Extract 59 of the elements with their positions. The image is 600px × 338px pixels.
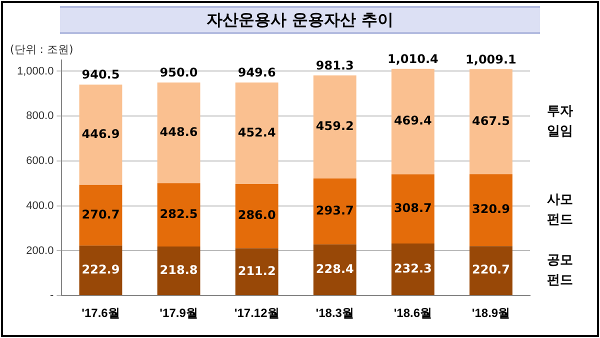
bar (470, 174, 512, 246)
bar (79, 184, 122, 246)
data-label: 308.7 (394, 200, 432, 215)
text: 투자 일임 (547, 104, 573, 139)
x-tick-label: '18.9월 (472, 306, 510, 320)
bar (391, 174, 434, 244)
total-label: 950.0 (160, 66, 198, 80)
bar (391, 243, 434, 296)
bar (157, 82, 200, 184)
total-label: 981.3 (316, 58, 354, 73)
data-label: 270.7 (82, 207, 120, 222)
data-label: 452.4 (238, 125, 276, 140)
total-label: 949.6 (238, 66, 276, 80)
text: 공모 펀드 (547, 252, 573, 288)
bar (235, 82, 278, 184)
bar (313, 178, 356, 244)
x-tick-label: '17.6월 (82, 306, 120, 320)
bar (470, 69, 512, 174)
chart-title: 자산운용사 운용자산 추이 (60, 6, 540, 34)
y-tick-label: 800.0 (26, 110, 54, 122)
data-label: 218.8 (160, 262, 198, 277)
x-tick-label: '18.6월 (394, 306, 432, 320)
x-tick-label: '18.3월 (316, 306, 354, 320)
y-tick-label: 400.0 (26, 200, 54, 212)
text: (단위 : 조원) (10, 42, 74, 57)
bar (313, 244, 356, 296)
bar (157, 183, 200, 247)
y-tick-label: - (50, 290, 54, 302)
data-label: 286.0 (238, 208, 276, 222)
x-tick-label: '17.12월 (234, 306, 280, 320)
data-label: 220.7 (472, 262, 510, 277)
bar (391, 68, 434, 174)
y-tick-label: 200.0 (26, 244, 54, 257)
data-label: 448.6 (160, 124, 198, 139)
x-tick-label: '17.9월 (160, 306, 198, 320)
text: 사모 펀드 (547, 192, 573, 228)
total-label: 940.5 (82, 68, 120, 82)
y-tick-label: 1,000.0 (17, 65, 54, 78)
bar (157, 246, 200, 296)
data-label: 232.3 (394, 261, 432, 276)
bar (470, 246, 512, 296)
bar (235, 248, 278, 296)
data-label: 293.7 (316, 204, 354, 218)
data-label: 459.2 (316, 119, 354, 134)
bar (79, 84, 122, 185)
data-label: 211.2 (238, 264, 276, 278)
bar (235, 184, 278, 248)
data-label: 282.5 (160, 206, 198, 221)
data-label: 222.9 (82, 262, 120, 276)
total-label: 1,009.1 (466, 52, 516, 66)
bar (79, 246, 122, 296)
data-label: 320.9 (472, 202, 510, 216)
data-label: 446.9 (82, 126, 120, 141)
data-label: 228.4 (316, 262, 354, 276)
total-label: 1,010.4 (387, 52, 438, 66)
data-label: 467.5 (472, 114, 510, 128)
bar (313, 75, 356, 178)
data-label: 469.4 (394, 114, 432, 128)
y-tick-label: 600.0 (26, 155, 54, 168)
